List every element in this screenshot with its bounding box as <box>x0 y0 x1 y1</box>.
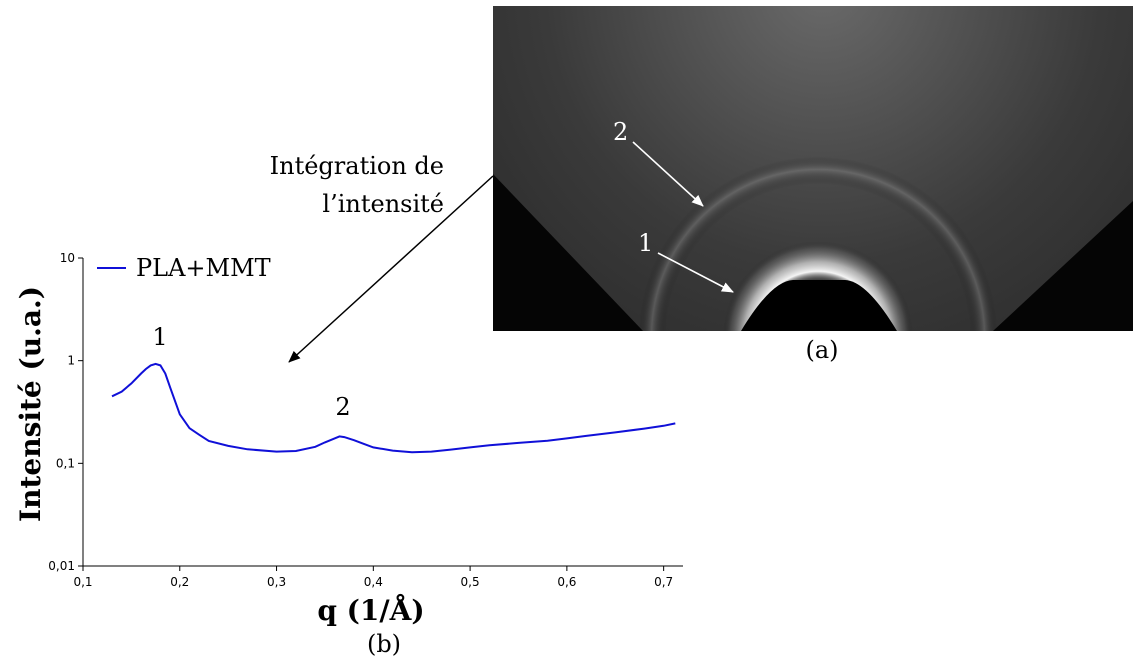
x-tick-label: 0,1 <box>73 575 92 589</box>
peak-label-2: 2 <box>335 393 350 421</box>
x-tick-label: 0,4 <box>364 575 383 589</box>
integration-text-line2: l’intensité <box>322 190 444 218</box>
y-tick-label: 0,1 <box>56 456 75 470</box>
series-line-pla-mmt <box>111 362 676 454</box>
panel-a-label: (a) <box>805 336 838 364</box>
image-marker-2: 2 <box>613 118 628 146</box>
x-tick-label: 0,2 <box>170 575 189 589</box>
image-arrow-2 <box>632 141 704 207</box>
legend-label: PLA+MMT <box>136 254 271 282</box>
left-corner-shadow <box>493 174 643 331</box>
y-tick-label: 1 <box>67 354 75 368</box>
y-tick-label: 10 <box>60 251 75 265</box>
x-tick-label: 0,6 <box>557 575 576 589</box>
right-corner-shadow <box>993 201 1133 331</box>
scattering-image: 2 1 <box>493 6 1133 331</box>
image-marker-1: 1 <box>638 229 653 257</box>
y-axis-title: Intensité (u.a.) <box>14 286 47 522</box>
x-axis-title: q (1/Å) <box>317 593 424 627</box>
integration-text-line1: Intégration de <box>270 152 444 180</box>
image-arrow-1 <box>657 252 734 293</box>
beamstop-shadow <box>741 280 897 331</box>
x-tick-label: 0,3 <box>267 575 286 589</box>
y-tick-label: 0,01 <box>48 559 75 573</box>
peak-label-1: 1 <box>152 323 167 351</box>
panel-b-label: (b) <box>367 630 401 658</box>
x-tick-label: 0,7 <box>654 575 673 589</box>
x-tick-label: 0,5 <box>461 575 480 589</box>
integration-arrow <box>288 175 494 363</box>
